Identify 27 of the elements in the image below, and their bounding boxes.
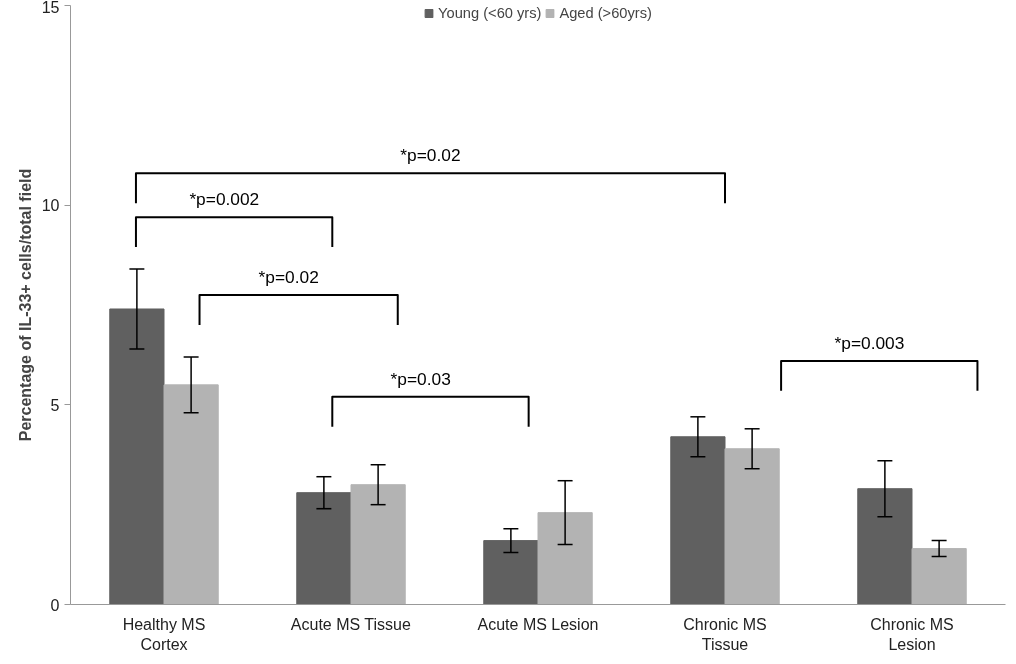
bar: [483, 540, 539, 605]
y-tick-label: 10: [41, 197, 60, 215]
x-tick-label: Chronic MS Lesion: [870, 615, 954, 653]
bar: [911, 548, 967, 605]
legend-label: Young (<60 yrs): [438, 5, 542, 21]
y-tick-label: 0: [50, 596, 60, 614]
annotation: *p=0.02: [400, 145, 461, 166]
bar: [296, 492, 352, 605]
y-tick-label: 15: [41, 0, 60, 16]
y-tick-label: 5: [50, 396, 60, 414]
annotation: *p=0.003: [834, 332, 905, 353]
x-tick-label: Healthy MS Cortex: [122, 615, 206, 653]
annotation: *p=0.02: [258, 267, 319, 288]
x-tick-label: Acute MS Tissue: [290, 615, 411, 633]
annotation: *p=0.03: [390, 368, 451, 389]
annotation: *p=0.002: [189, 189, 260, 210]
y-axis-title: Percentage of IL-33+ cells/total field: [16, 168, 34, 442]
bar: [670, 436, 726, 605]
bar: [109, 308, 165, 605]
bar: [857, 488, 913, 605]
bar: [724, 448, 780, 605]
x-tick-label: Acute MS Lesion: [477, 615, 599, 633]
bar: [350, 484, 406, 605]
bar: [537, 512, 593, 605]
bar: [163, 384, 219, 605]
x-tick-label: Chronic MS Tissue: [683, 615, 767, 653]
legend-label: Aged (>60yrs): [559, 5, 652, 21]
